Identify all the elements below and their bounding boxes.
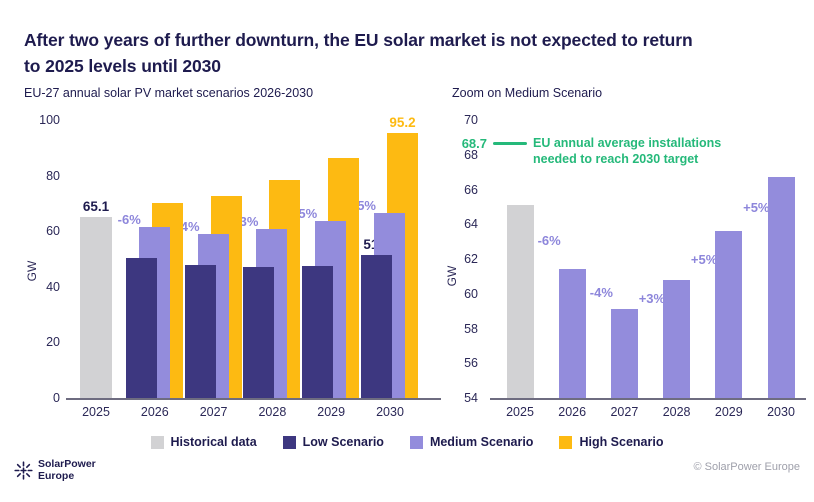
ytick-100: 100	[39, 113, 60, 127]
pct-label-2027: -4%	[589, 285, 613, 301]
bar-2029-medium-scenario	[715, 231, 743, 398]
page-title: After two years of further downturn, the…	[24, 27, 794, 80]
bar-2028-medium-scenario	[663, 279, 691, 398]
xlabel-2030: 2030	[767, 405, 795, 419]
xlabel-2028: 2028	[662, 405, 691, 419]
bar-2029-high-scenario	[328, 157, 360, 398]
ytick-80: 80	[46, 168, 60, 183]
ytick-20: 20	[46, 335, 60, 350]
x-axis-line	[490, 398, 806, 400]
legend-label: High Scenario	[579, 435, 664, 449]
legend-label: Historical data	[170, 435, 257, 449]
legend-swatch-historical-data	[150, 435, 164, 449]
bar-2030-low-scenario	[361, 254, 392, 398]
brand-text: SolarPower Europe	[38, 458, 96, 482]
brand-line-2: Europe	[38, 469, 75, 482]
bar-2030-medium-scenario	[767, 177, 795, 398]
ytick-40: 40	[46, 279, 60, 294]
xlabel-2026: 2026	[558, 405, 587, 419]
ytick-62: 62	[464, 252, 478, 266]
pct-label-2028: +3%	[638, 290, 666, 306]
xlabel-2027: 2027	[199, 405, 228, 419]
right-chart-subtitle: Zoom on Medium Scenario	[452, 86, 603, 100]
target-annotation-line: EU annual average installations	[533, 135, 722, 150]
legend-swatch-medium-scenario	[409, 435, 423, 449]
xlabel-2026: 2026	[140, 405, 169, 419]
xlabel-2030: 2030	[376, 405, 404, 419]
ytick-54: 54	[464, 391, 478, 405]
ytick-68: 68	[464, 147, 478, 162]
title-line-1: After two years of further downturn, the…	[24, 30, 693, 50]
xlabel-2027: 2027	[610, 405, 639, 419]
pct-label-2026: -6%	[537, 233, 561, 249]
bar-2026-low-scenario	[125, 257, 157, 398]
copyright-text: © SolarPower Europe	[693, 461, 800, 473]
value-label-2030-high-scenario: 95.2	[389, 115, 416, 131]
title-line-2: to 2025 levels until 2030	[24, 56, 221, 77]
left-chart-subtitle: EU-27 annual solar PV market scenarios 2…	[24, 86, 314, 100]
legend-label: Low Scenario	[302, 435, 384, 449]
xlabel-2025: 2025	[506, 405, 534, 419]
pct-label-2028: +3%	[232, 213, 259, 229]
legend-item-historical-data: Historical data	[150, 435, 257, 449]
bar-2025-historical-data	[506, 205, 534, 398]
legend-item-high-scenario: High Scenario	[559, 435, 663, 449]
bar-2026-medium-scenario	[138, 227, 170, 398]
ytick-58: 58	[464, 321, 478, 336]
ytick-64: 64	[464, 217, 478, 232]
xlabel-2029: 2029	[317, 405, 346, 419]
bar-2029-low-scenario	[302, 265, 334, 398]
x-axis-line	[66, 398, 441, 400]
bar-2028-low-scenario	[243, 267, 275, 398]
value-label-2030-low-scenario: 51.5	[363, 236, 390, 252]
bar-2029-medium-scenario	[315, 221, 347, 398]
legend-swatch-high-scenario	[559, 435, 573, 449]
bar-2030-medium-scenario	[374, 212, 405, 398]
xlabel-2028: 2028	[258, 405, 287, 419]
solarpower-logo: SolarPower Europe	[14, 458, 96, 482]
legend: Historical data Low Scenario Medium Scenar…	[0, 435, 814, 449]
target-value: 68.7	[461, 135, 487, 151]
target-annotation-line: needed to reach 2030 target	[533, 151, 699, 166]
bar-2026-high-scenario	[151, 203, 183, 398]
xlabel-2025: 2025	[82, 405, 110, 419]
legend-swatch-low-scenario	[282, 435, 296, 449]
target-annotation-text: EU annual average installations needed to…	[533, 135, 763, 167]
ytick-56: 56	[464, 356, 478, 371]
ytick-70: 70	[464, 113, 478, 127]
bar-2026-medium-scenario	[558, 269, 586, 398]
legend-item-medium-scenario: Medium Scenario	[409, 435, 534, 449]
pct-label-2030: +5%	[349, 197, 376, 213]
xlabel-2029: 2029	[714, 405, 743, 419]
target-line	[493, 141, 527, 145]
value-label-2025-historical-data: 65.1	[82, 199, 110, 215]
bar-2027-high-scenario	[210, 196, 242, 398]
bar-2025-historical-data	[80, 217, 112, 398]
brand-line-1: SolarPower	[38, 458, 96, 470]
ytick-60: 60	[46, 224, 60, 239]
pct-label-2030: +5%	[743, 200, 770, 216]
y-axis-label: GW	[445, 265, 459, 287]
ytick-0: 0	[53, 391, 60, 405]
legend-label: Medium Scenario	[429, 435, 534, 449]
bar-2028-medium-scenario	[256, 228, 288, 398]
pct-label-2026: -6%	[117, 212, 141, 228]
bar-2028-high-scenario	[269, 179, 301, 398]
ytick-60: 60	[464, 286, 478, 301]
pct-label-2029: +5%	[290, 206, 318, 222]
pct-label-2029: +5%	[690, 251, 718, 267]
ytick-66: 66	[464, 182, 478, 197]
bar-2030-high-scenario	[387, 133, 418, 398]
bar-2027-medium-scenario	[197, 233, 229, 398]
y-axis-label: GW	[25, 260, 39, 282]
bar-2027-low-scenario	[184, 264, 216, 398]
legend-item-low-scenario: Low Scenario	[282, 435, 384, 449]
bar-2027-medium-scenario	[610, 309, 638, 398]
sunburst-logo-icon	[14, 461, 33, 480]
pct-label-2027: -4%	[176, 218, 200, 234]
